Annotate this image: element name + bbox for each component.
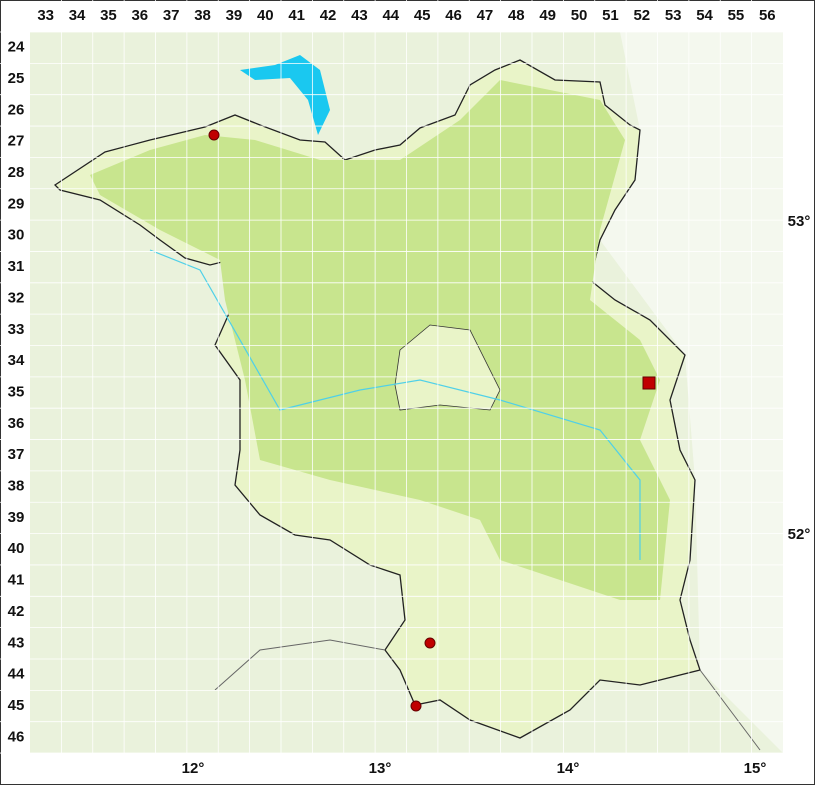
state-border <box>214 639 761 751</box>
column-label: 40 <box>257 7 274 24</box>
column-label: 42 <box>320 7 337 24</box>
river <box>149 249 641 560</box>
row-label: 40 <box>8 540 25 557</box>
row-label: 43 <box>8 634 25 651</box>
row-label: 41 <box>8 572 25 589</box>
column-label: 48 <box>508 7 525 24</box>
column-label: 53 <box>665 7 682 24</box>
column-label: 47 <box>477 7 494 24</box>
row-label: 31 <box>8 258 25 275</box>
column-label: 51 <box>602 7 619 24</box>
column-label: 37 <box>163 7 180 24</box>
latitude-label: 52° <box>788 526 811 543</box>
column-label: 45 <box>414 7 431 24</box>
berlin <box>394 324 501 411</box>
lake <box>240 55 330 135</box>
column-label: 44 <box>382 7 399 24</box>
column-label: 33 <box>37 7 54 24</box>
marker <box>424 637 436 649</box>
row-label: 45 <box>8 697 25 714</box>
column-label: 52 <box>633 7 650 24</box>
column-label: 43 <box>351 7 368 24</box>
row-label: 44 <box>8 666 25 683</box>
column-label: 56 <box>759 7 776 24</box>
row-label: 24 <box>8 39 25 56</box>
outer-area <box>30 32 783 753</box>
row-label: 37 <box>8 446 25 463</box>
longitude-label: 14° <box>557 760 580 777</box>
row-label: 35 <box>8 383 25 400</box>
column-label: 36 <box>131 7 148 24</box>
row-label: 39 <box>8 509 25 526</box>
row-label: 29 <box>8 195 25 212</box>
row-label: 30 <box>8 227 25 244</box>
row-label: 34 <box>8 352 25 369</box>
column-label: 50 <box>571 7 588 24</box>
marker <box>208 129 220 141</box>
marker <box>642 376 656 390</box>
row-label: 42 <box>8 603 25 620</box>
column-label: 49 <box>539 7 556 24</box>
row-label: 28 <box>8 164 25 181</box>
row-label: 25 <box>8 70 25 87</box>
column-label: 55 <box>728 7 745 24</box>
row-label: 26 <box>8 101 25 118</box>
column-label: 54 <box>696 7 713 24</box>
column-label: 35 <box>100 7 117 24</box>
column-label: 39 <box>226 7 243 24</box>
row-label: 33 <box>8 321 25 338</box>
column-label: 41 <box>288 7 305 24</box>
row-label: 46 <box>8 728 25 745</box>
longitude-label: 12° <box>182 760 205 777</box>
latitude-label: 53° <box>788 213 811 230</box>
row-label: 36 <box>8 415 25 432</box>
forest <box>90 80 670 600</box>
marker <box>410 700 422 712</box>
row-label: 27 <box>8 133 25 150</box>
row-label: 32 <box>8 289 25 306</box>
longitude-label: 15° <box>744 760 767 777</box>
column-label: 34 <box>69 7 86 24</box>
row-label: 38 <box>8 478 25 495</box>
grid <box>0 0 783 753</box>
column-label: 38 <box>194 7 211 24</box>
labels: 33 34 35 36 37 38 39 40 41 42 43 44 45 46 47 48 49 50 51 52… <box>8 7 811 777</box>
longitude-label: 13° <box>369 760 392 777</box>
column-label: 46 <box>445 7 462 24</box>
